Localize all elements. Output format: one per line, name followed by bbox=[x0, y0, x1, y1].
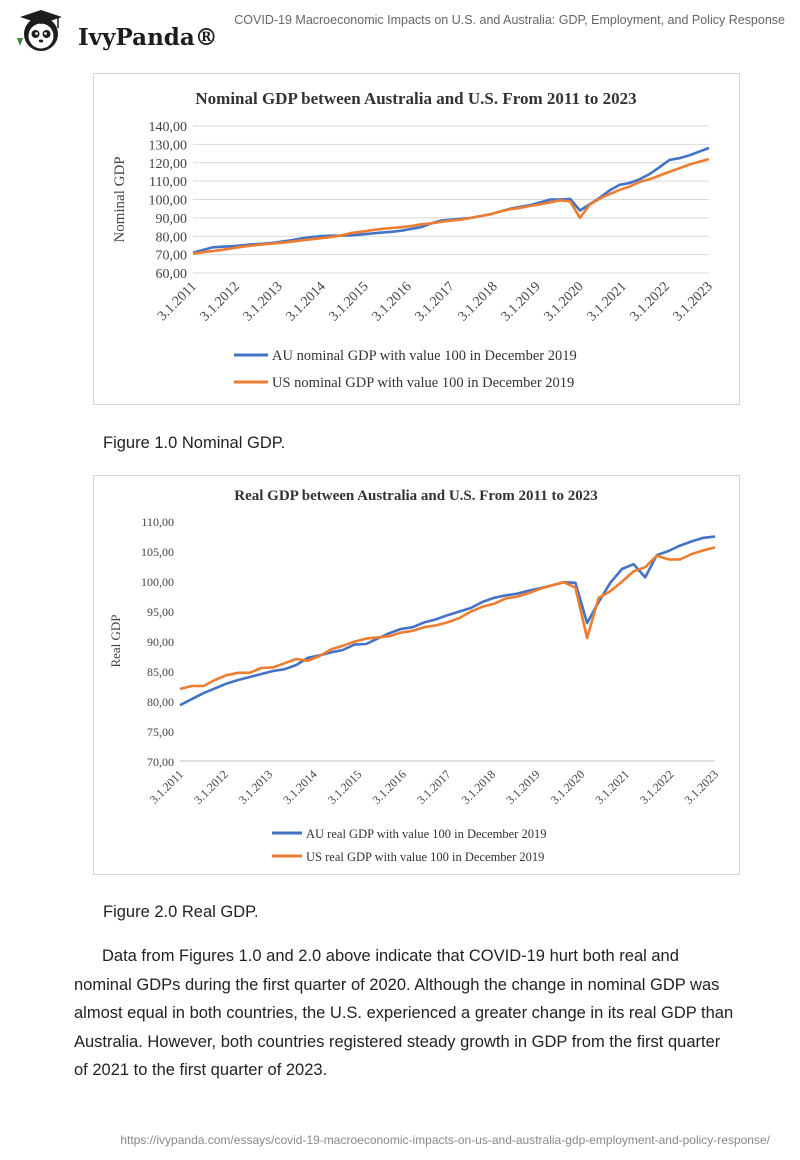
figure-2-caption: Figure 2.0 Real GDP. bbox=[103, 903, 259, 921]
real-legend-label-au: AU real GDP with value 100 in December 2… bbox=[306, 827, 546, 841]
nominal-y-tick-label: 100,00 bbox=[149, 194, 188, 209]
nominal-x-tick-label: 3.1.2014 bbox=[284, 279, 329, 324]
nominal-x-tick-label: 3.1.2020 bbox=[542, 279, 587, 324]
nominal-x-tick-label: 3.1.2017 bbox=[413, 279, 458, 324]
nominal-y-tick-label: 70,00 bbox=[156, 249, 188, 264]
nominal-y-tick-label: 130,00 bbox=[149, 138, 188, 153]
nominal-x-tick-label: 3.1.2019 bbox=[499, 279, 544, 324]
nominal-legend-label-au: AU nominal GDP with value 100 in Decembe… bbox=[272, 348, 577, 364]
brand-name: IvyPanda® bbox=[78, 24, 218, 51]
real-x-tick-label: 3.1.2019 bbox=[503, 767, 543, 807]
nominal-y-tick-label: 110,00 bbox=[149, 175, 187, 190]
nominal-x-tick-label: 3.1.2013 bbox=[241, 279, 286, 324]
nominal-x-tick-label: 3.1.2021 bbox=[585, 279, 630, 324]
real-series-line-us bbox=[179, 546, 716, 691]
real-gdp-chart-svg: Real GDP between Australia and U.S. From… bbox=[108, 488, 722, 864]
nominal-series-line-au bbox=[192, 146, 710, 255]
real-y-tick-label: 105,00 bbox=[141, 545, 174, 559]
real-y-tick-label: 80,00 bbox=[147, 695, 174, 709]
real-x-tick-label: 3.1.2011 bbox=[147, 767, 186, 806]
real-x-tick-label: 3.1.2021 bbox=[592, 767, 632, 807]
real-x-tick-label: 3.1.2013 bbox=[236, 767, 276, 807]
real-x-tick-label: 3.1.2017 bbox=[414, 767, 454, 807]
panda-graduate-icon bbox=[17, 10, 62, 51]
nominal-x-tick-label: 3.1.2018 bbox=[456, 279, 501, 324]
nominal-y-tick-label: 60,00 bbox=[156, 267, 188, 282]
nominal-series-line-us bbox=[192, 157, 710, 255]
real-x-tick-label: 3.1.2015 bbox=[325, 767, 365, 807]
real-legend-label-us: US real GDP with value 100 in December 2… bbox=[306, 850, 544, 864]
source-url-link[interactable]: https://ivypanda.com/essays/covid-19-mac… bbox=[120, 1133, 770, 1147]
figure-1-caption: Figure 1.0 Nominal GDP. bbox=[103, 434, 286, 452]
nominal-gdp-chart: Nominal GDP between Australia and U.S. F… bbox=[93, 73, 740, 405]
real-y-tick-label: 85,00 bbox=[147, 665, 174, 679]
page-header: IvyPanda® COVID-19 Macroeconomic Impacts… bbox=[0, 0, 800, 62]
nominal-y-axis-label: Nominal GDP bbox=[112, 156, 128, 242]
real-x-tick-label: 3.1.2018 bbox=[459, 767, 499, 807]
real-x-tick-label: 3.1.2022 bbox=[637, 767, 677, 807]
real-y-tick-label: 110,00 bbox=[141, 515, 174, 529]
nominal-y-tick-label: 120,00 bbox=[149, 157, 188, 172]
nominal-chart-title: Nominal GDP between Australia and U.S. F… bbox=[195, 89, 636, 108]
real-chart-title: Real GDP between Australia and U.S. From… bbox=[234, 488, 597, 504]
nominal-x-tick-label: 3.1.2022 bbox=[628, 279, 673, 324]
real-y-axis-label: Real GDP bbox=[108, 614, 123, 667]
real-y-tick-label: 75,00 bbox=[147, 725, 174, 739]
real-x-tick-label: 3.1.2016 bbox=[369, 767, 409, 807]
real-y-tick-label: 95,00 bbox=[147, 605, 174, 619]
nominal-x-tick-label: 3.1.2012 bbox=[198, 279, 243, 324]
body-paragraph: Data from Figures 1.0 and 2.0 above indi… bbox=[74, 947, 734, 1079]
ivypanda-logo[interactable]: IvyPanda® bbox=[14, 8, 218, 54]
real-x-tick-label: 3.1.2014 bbox=[280, 767, 320, 807]
real-series-line-au bbox=[179, 535, 716, 707]
nominal-y-tick-label: 90,00 bbox=[156, 212, 188, 227]
nominal-x-tick-label: 3.1.2015 bbox=[327, 279, 372, 324]
real-y-tick-label: 100,00 bbox=[141, 575, 174, 589]
nominal-x-tick-label: 3.1.2023 bbox=[671, 279, 716, 324]
real-x-tick-label: 3.1.2020 bbox=[548, 767, 588, 807]
real-y-tick-label: 70,00 bbox=[147, 755, 174, 769]
document-title: COVID-19 Macroeconomic Impacts on U.S. a… bbox=[234, 13, 785, 27]
nominal-y-tick-label: 140,00 bbox=[149, 120, 188, 135]
nominal-y-tick-label: 80,00 bbox=[156, 230, 188, 245]
real-x-tick-label: 3.1.2023 bbox=[682, 767, 722, 807]
nominal-x-tick-label: 3.1.2016 bbox=[370, 279, 415, 324]
nominal-legend-label-us: US nominal GDP with value 100 in Decembe… bbox=[272, 375, 574, 391]
real-gdp-chart: Real GDP between Australia and U.S. From… bbox=[93, 475, 740, 875]
real-y-tick-label: 90,00 bbox=[147, 635, 174, 649]
real-x-tick-label: 3.1.2012 bbox=[191, 767, 231, 807]
nominal-gdp-chart-svg: Nominal GDP between Australia and U.S. F… bbox=[112, 89, 716, 391]
nominal-x-tick-label: 3.1.2011 bbox=[155, 279, 200, 324]
